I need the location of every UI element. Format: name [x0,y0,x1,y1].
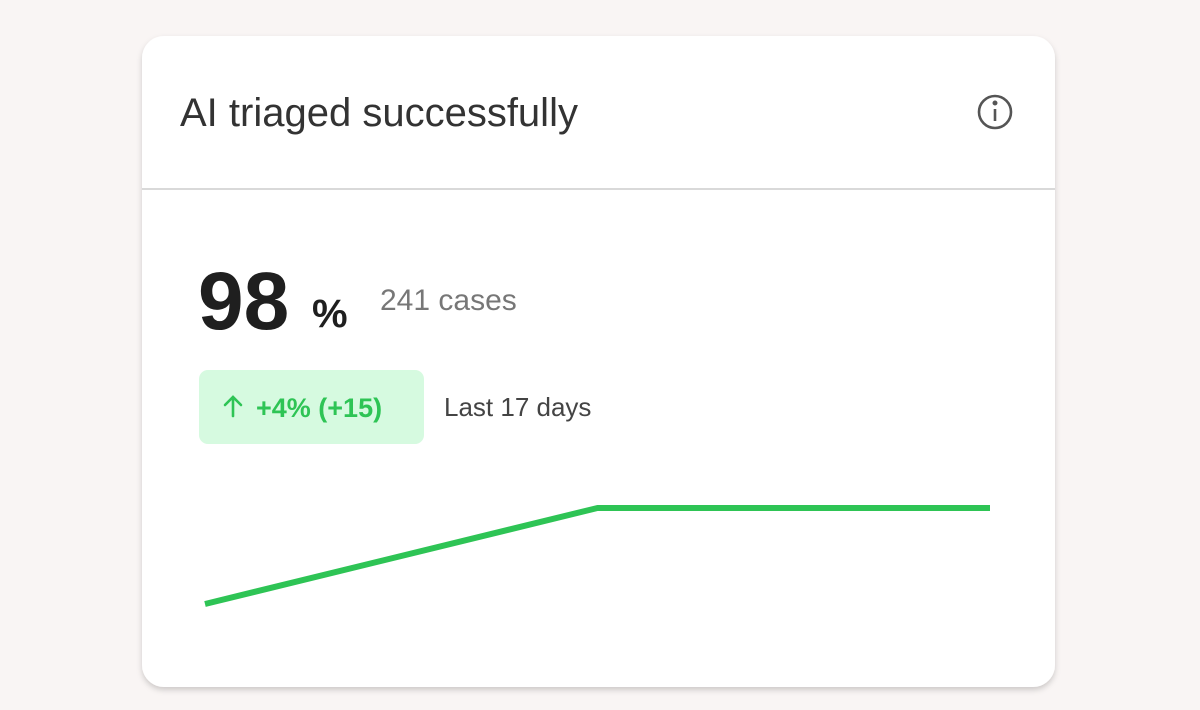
info-icon[interactable] [977,94,1013,130]
metric-unit: % [312,292,348,336]
change-badge [199,370,424,444]
change-period: Last 17 days [444,392,591,422]
metric-value: 98 [198,256,289,347]
card-title: AI triaged successfully [180,91,578,135]
card [142,36,1055,687]
change-label: +4% (+15) [256,393,382,423]
metric-count: 241 cases [380,284,517,317]
up-arrow [223,395,243,418]
sparkline [204,505,990,607]
